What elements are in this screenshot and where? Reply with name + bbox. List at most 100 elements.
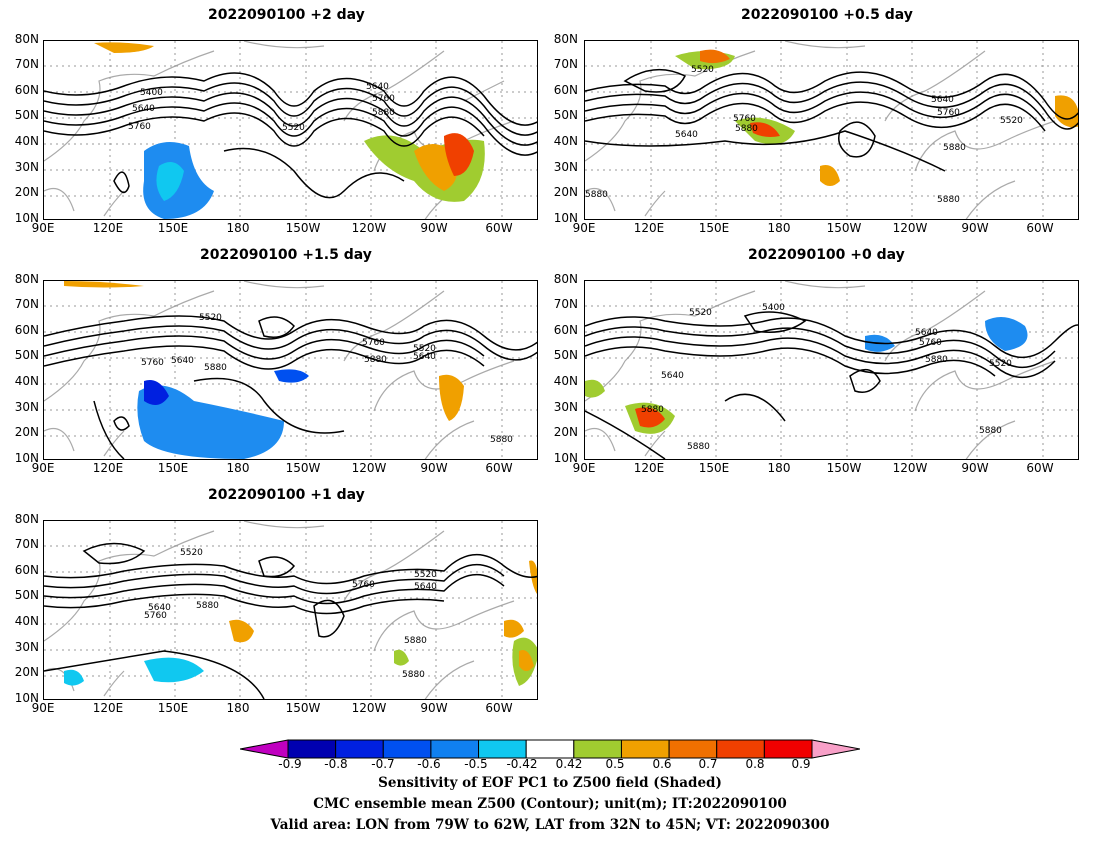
- z500-contours: [44, 542, 537, 699]
- gridlines: [585, 41, 1078, 219]
- contour-labels: 5400 5640 5760 5640 5760 5880 5520: [128, 82, 395, 133]
- lat-label: 40N: [14, 374, 39, 388]
- lon-label: 150W: [826, 461, 862, 475]
- contour-label: 5880: [943, 143, 966, 153]
- colorbar-label: -0.6: [417, 757, 441, 771]
- contour-label: 5760: [937, 108, 960, 118]
- lat-label: 20N: [14, 665, 39, 679]
- contour-label: 5640: [413, 352, 436, 362]
- positive-region: [519, 650, 534, 671]
- positive-region: [94, 42, 154, 53]
- lon-label: 60W: [485, 701, 513, 715]
- positive-region: [64, 281, 144, 288]
- lat-label: 40N: [14, 614, 39, 628]
- contour-label: 5520: [414, 570, 437, 580]
- lat-label: 50N: [553, 108, 578, 122]
- map-svg: 5400 5640 5760 5640 5760 5880 5520: [44, 41, 537, 219]
- lat-label: 80N: [553, 32, 578, 46]
- colorbar-segment: [525, 739, 575, 759]
- lon-label: 180: [226, 701, 250, 715]
- contour-label: 5400: [762, 303, 785, 313]
- lon-label: 90W: [420, 701, 448, 715]
- positive-region: [394, 649, 409, 666]
- lon-label: 90W: [420, 221, 448, 235]
- lon-label: 120W: [351, 461, 387, 475]
- gridlines: [585, 281, 1078, 459]
- map-svg: 5520 5640 5760 5880 5760 5520 5640 5880 …: [44, 521, 537, 699]
- colorbar-segment: [620, 739, 670, 759]
- lon-label: 150W: [285, 461, 321, 475]
- lon-label: 150E: [157, 461, 189, 475]
- sensitivity-shading: [94, 42, 485, 219]
- lon-label: 180: [226, 221, 250, 235]
- lat-label: 10N: [553, 211, 578, 225]
- positive-region: [1055, 95, 1078, 128]
- map-svg: 5520 5760 5880 5640 5640 5760 5520 5880 …: [585, 41, 1078, 219]
- negative-region: [985, 317, 1028, 351]
- contour-label: 5640: [675, 130, 698, 140]
- contour-label: 5640: [414, 582, 437, 592]
- contour-label: 5880: [490, 435, 513, 445]
- z500-contours: [585, 68, 1078, 172]
- caption-line-2: CMC ensemble mean Z500 (Contour); unit(m…: [313, 796, 787, 812]
- gridlines: [44, 521, 537, 699]
- contour-label: 5880: [372, 108, 395, 118]
- contour-label: 5520: [989, 359, 1012, 369]
- contour-label: 5880: [196, 601, 219, 611]
- sensitivity-shading: [675, 49, 1078, 186]
- lat-label: 60N: [553, 323, 578, 337]
- colorbar-svg: [239, 739, 861, 759]
- lat-label: 70N: [553, 57, 578, 71]
- contour-label: 5880: [402, 670, 425, 680]
- panel-title: 2022090100 +1 day: [208, 487, 365, 503]
- lon-label: 60W: [485, 221, 513, 235]
- contour-label: 5640: [915, 328, 938, 338]
- contour-label: 5520: [282, 123, 305, 133]
- colorbar-label: 0.9: [791, 757, 811, 771]
- colorbar-segment: [239, 739, 289, 759]
- colorbar-segment: [287, 739, 337, 759]
- contour-label: 5640: [661, 371, 684, 381]
- lat-label: 50N: [14, 348, 39, 362]
- contour-label: 5880: [925, 355, 948, 365]
- positive-region: [820, 165, 840, 186]
- lon-label: 150W: [826, 221, 862, 235]
- lat-label: 80N: [14, 32, 39, 46]
- lon-label: 150E: [157, 221, 189, 235]
- lat-label: 30N: [553, 400, 578, 414]
- caption-line-3: Valid area: LON from 79W to 62W, LAT fro…: [270, 817, 830, 833]
- contour-label: 5760: [128, 122, 151, 132]
- contour-label: 5760: [733, 114, 756, 124]
- positive-region: [585, 379, 605, 398]
- lon-label: 90E: [31, 701, 55, 715]
- lon-label: 150W: [285, 221, 321, 235]
- lon-label: 90E: [572, 461, 596, 475]
- lat-label: 20N: [14, 425, 39, 439]
- positive-region: [504, 619, 524, 638]
- colorbar-segment: [716, 739, 765, 759]
- lon-label: 180: [767, 221, 791, 235]
- contour-label: 5520: [180, 548, 203, 558]
- lat-label: 60N: [14, 323, 39, 337]
- contour-label: 5640: [148, 603, 171, 613]
- lat-label: 10N: [14, 691, 39, 705]
- contour-label: 5640: [171, 356, 194, 366]
- positive-region: [750, 122, 780, 137]
- lat-label: 50N: [14, 108, 39, 122]
- contour-label: 5520: [1000, 116, 1023, 126]
- contour-label: 5760: [372, 94, 395, 104]
- negative-region: [64, 657, 204, 686]
- colorbar-segment: [668, 739, 718, 759]
- lon-label: 120E: [92, 701, 124, 715]
- contour-label: 5880: [937, 195, 960, 205]
- contour-label: 5640: [132, 104, 155, 114]
- contour-label: 5880: [735, 124, 758, 134]
- lat-label: 10N: [553, 451, 578, 465]
- map-plot: 5520 5760 5640 5880 5760 5880 5520 5640 …: [43, 280, 538, 460]
- lon-label: 90E: [572, 221, 596, 235]
- lat-label: 70N: [14, 57, 39, 71]
- colorbar-label: 0.7: [698, 757, 718, 771]
- contour-label: 5760: [141, 358, 164, 368]
- panel-title: 2022090100 +0 day: [748, 247, 905, 263]
- sensitivity-shading: [64, 281, 464, 459]
